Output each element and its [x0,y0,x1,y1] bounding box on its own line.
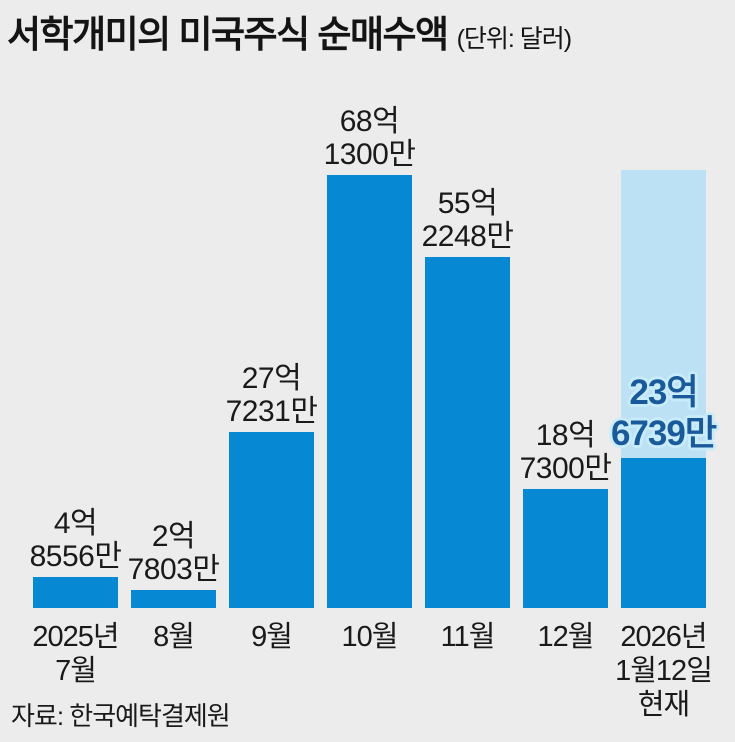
x-label-1: 2025년 7월 [0,620,166,688]
value-line: 7231만 [225,395,318,428]
x-label-4: 10월 [280,620,460,654]
value-label-4: 68억 1300만 [220,105,520,171]
title-row: 서학개미의 미국주식 순매수액 (단위: 달러) [7,13,573,65]
value-line: 6739만 [610,414,717,453]
value-label-5: 55억 2248만 [318,187,618,253]
value-line: 27억 [241,362,302,395]
value-line: 1300만 [323,138,416,171]
value-line: 4억 [53,507,98,540]
x-label-6: 12월 [476,620,656,654]
value-line: 7803만 [127,553,220,586]
x-label-2: 8월 [84,620,264,654]
bar-6 [523,489,608,608]
bar-3 [229,432,314,608]
value-label-2: 2억 7803만 [24,520,324,586]
x-label-line: 1월12일 [615,655,713,687]
value-line: 7300만 [519,452,612,485]
bar-7 [621,458,706,608]
value-label-7: 23억 6739만 [514,372,735,454]
source-label: 자료: 한국예탁결제원 [11,701,231,731]
bar-5 [425,257,510,608]
x-label-line: 11월 [440,621,496,653]
value-line: 8556만 [29,540,122,573]
x-label-3: 9월 [182,620,362,654]
x-label-line: 9월 [251,621,293,653]
value-line: 2억 [151,520,196,553]
x-label-line: 현재 [637,689,690,721]
value-label-1: 4억 8556만 [0,507,226,573]
x-label-line: 10월 [341,621,399,653]
x-label-line: 2025년 [32,621,119,653]
x-label-line: 12월 [537,621,595,653]
value-line: 68억 [339,105,400,138]
bar-4 [327,175,412,608]
value-line: 18억 [535,419,596,452]
x-label-line: 8월 [153,621,195,653]
bar-2 [131,590,216,608]
value-line: 2248만 [421,220,514,253]
value-line: 55억 [437,187,498,220]
value-line: 23억 [629,373,698,412]
bar-1 [33,577,118,608]
value-label-3: 27억 7231만 [122,362,422,428]
x-label-line: 2026년 [620,621,707,653]
value-label-6: 18억 7300만 [416,419,716,485]
x-label-5: 11월 [378,620,558,654]
chart-title: 서학개미의 미국주식 순매수액 [7,14,449,55]
x-label-7: 2026년 1월12일 현재 [574,620,735,722]
unit-label: (단위: 달러) [456,25,573,53]
x-label-line: 7월 [55,655,97,687]
